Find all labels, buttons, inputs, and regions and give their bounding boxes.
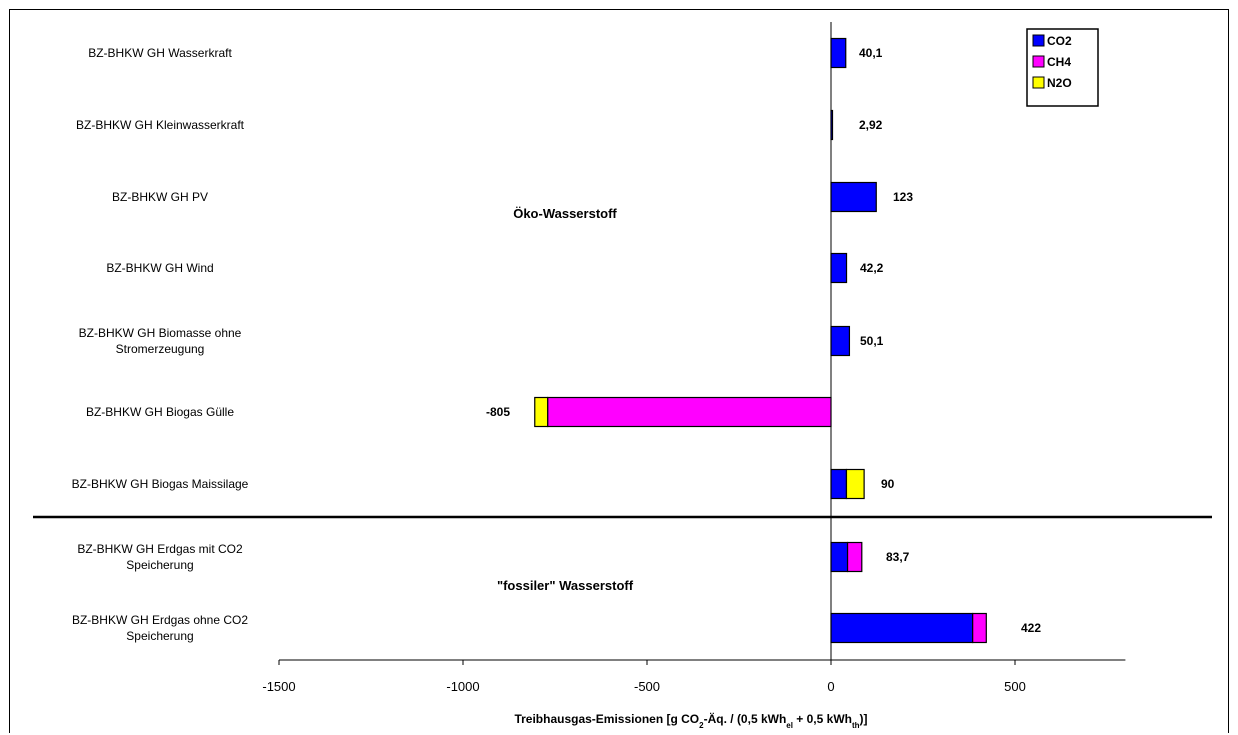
legend-swatch-n2o [1032, 76, 1045, 89]
bar-co2 [830, 37, 847, 69]
chart-frame [9, 9, 1229, 733]
group-label: "fossiler" Wasserstoff [497, 578, 634, 593]
legend-swatch-co2 [1032, 34, 1045, 47]
value-label: 123 [893, 190, 913, 204]
value-label: 422 [1021, 621, 1041, 635]
value-label: 42,2 [860, 261, 884, 275]
x-tick-label: 0 [827, 679, 834, 694]
category-label: BZ-BHKW GH Biogas Maissilage [72, 477, 249, 491]
category-label-line: Speicherung [126, 558, 193, 572]
category-label: BZ-BHKW GH PV [112, 190, 208, 204]
value-label: -805 [486, 405, 510, 419]
bar-n2o [845, 468, 865, 500]
x-axis-title-part: th [852, 721, 860, 730]
x-axis-title-part: 2 [699, 721, 704, 730]
bar-n2o [534, 396, 549, 428]
legend-swatch-ch4 [1032, 55, 1045, 68]
x-axis-title-part: )] [860, 712, 868, 726]
bar-ch4 [547, 396, 832, 428]
category-label: BZ-BHKW GH Biomasse ohne Stromerzeugung [79, 326, 242, 356]
value-label: 83,7 [886, 550, 910, 564]
value-label: 50,1 [860, 334, 884, 348]
category-label-line: BZ-BHKW GH Biomasse ohne [79, 326, 242, 340]
bar-co2 [830, 612, 974, 644]
x-axis-title-part: el [786, 721, 793, 730]
category-label-line: BZ-BHKW GH Wasserkraft [88, 46, 232, 60]
bar-ch4 [972, 612, 987, 644]
category-label: BZ-BHKW GH Erdgas mit CO2 Speicherung [77, 542, 243, 572]
category-label: BZ-BHKW GH Wind [106, 261, 213, 275]
group-label: Öko-Wasserstoff [513, 206, 617, 221]
bar-co2 [830, 252, 848, 284]
category-label-line: Stromerzeugung [116, 342, 205, 356]
x-tick-label: -1000 [446, 679, 479, 694]
bar-co2 [830, 541, 849, 573]
category-label-line: BZ-BHKW GH Erdgas mit CO2 [77, 542, 243, 556]
category-label-line: Speicherung [126, 629, 193, 643]
x-axis-title-part: + 0,5 kWh [793, 712, 852, 726]
x-axis-title-part: -Äq. / (0,5 kWh [704, 711, 787, 726]
category-label-line: BZ-BHKW GH Kleinwasserkraft [76, 118, 245, 132]
category-label-line: BZ-BHKW GH Biogas Maissilage [72, 477, 249, 491]
category-label-line: BZ-BHKW GH Erdgas ohne CO2 [72, 613, 248, 627]
x-tick-label: -500 [634, 679, 660, 694]
legend: CO2 CH4 N2O [1026, 28, 1099, 107]
value-label: 40,1 [859, 46, 883, 60]
category-label: BZ-BHKW GH Erdgas ohne CO2 Speicherung [72, 613, 248, 643]
category-label-line: BZ-BHKW GH Biogas Gülle [86, 405, 234, 419]
legend-label-n2o: N2O [1047, 76, 1072, 90]
bar-co2 [830, 181, 877, 213]
category-label: BZ-BHKW GH Kleinwasserkraft [76, 118, 245, 132]
x-tick-label: -1500 [262, 679, 295, 694]
category-label: BZ-BHKW GH Biogas Gülle [86, 405, 234, 419]
bar-co2 [830, 468, 848, 500]
legend-label-co2: CO2 [1047, 34, 1072, 48]
category-label: BZ-BHKW GH Wasserkraft [88, 46, 232, 60]
x-axis-title: Treibhausgas-Emissionen [g CO2-Äq. / (0,… [514, 711, 867, 730]
x-axis-title-part: Treibhausgas-Emissionen [g CO [514, 712, 699, 726]
value-label: 90 [881, 477, 895, 491]
legend-label-ch4: CH4 [1047, 55, 1071, 69]
bar-co2 [830, 325, 851, 357]
x-tick-label: 500 [1004, 679, 1026, 694]
bar-ch4 [846, 541, 863, 573]
value-label: 2,92 [859, 118, 883, 132]
category-label-line: BZ-BHKW GH PV [112, 190, 208, 204]
category-label-line: BZ-BHKW GH Wind [106, 261, 213, 275]
